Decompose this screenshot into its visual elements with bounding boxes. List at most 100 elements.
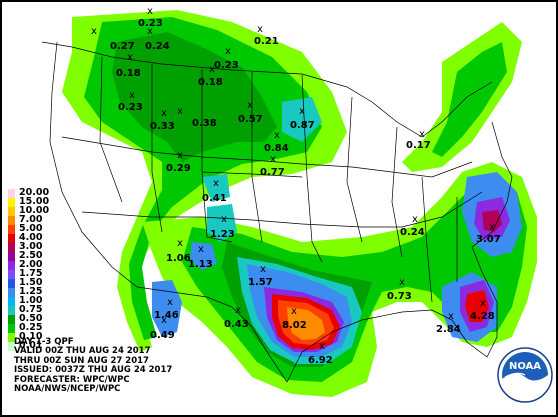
qpf-point-value: 0.18 bbox=[198, 77, 223, 88]
legend-swatch bbox=[8, 234, 15, 243]
qpf-point-marker: x bbox=[225, 46, 231, 57]
qpf-point-value: 0.27 bbox=[110, 41, 135, 52]
qpf-point-value: 0.24 bbox=[145, 41, 170, 52]
legend-row: 0.75 bbox=[6, 304, 66, 315]
legend-row: 1.50 bbox=[6, 278, 66, 288]
qpf-point-marker: x bbox=[147, 6, 153, 17]
qpf-point-marker: x bbox=[161, 108, 167, 119]
info-title: DAY 1-3 QPF bbox=[14, 337, 74, 347]
qpf-point-value: 0.18 bbox=[116, 68, 141, 79]
qpf-point-value: 0.41 bbox=[202, 193, 227, 204]
qpf-point-value: 0.23 bbox=[118, 102, 143, 113]
legend-swatch bbox=[8, 261, 15, 270]
qpf-value-labels: x0.23x0.27x0.24x0.21x0.18x0.23x0.18x0.23… bbox=[91, 6, 501, 366]
legend-row: 3.00 bbox=[6, 241, 66, 252]
legend-swatch bbox=[8, 324, 15, 333]
forecast-info: DAY 1-3 QPF VALID 00Z THU AUG 24 2017 TH… bbox=[14, 337, 173, 394]
legend-swatch bbox=[8, 189, 15, 198]
shade-ok-blue bbox=[207, 204, 237, 242]
legend-label: 0.50 bbox=[19, 313, 43, 324]
legend-swatch bbox=[8, 279, 15, 288]
legend-swatch bbox=[8, 198, 15, 207]
legend-row: 1.00 bbox=[6, 296, 66, 306]
qpf-point-marker: x bbox=[257, 24, 263, 35]
info-forecaster: FORECASTER: WPC/WPC bbox=[14, 374, 130, 385]
info-issued: ISSUED: 0037Z THU AUG 24 2017 bbox=[14, 365, 173, 376]
qpf-point-value: 1.46 bbox=[154, 310, 179, 321]
legend-swatch bbox=[8, 207, 15, 216]
legend: 20.00 15.00 10.00 7.00 5.00 4.00 3.00 2.50 2.00 1… bbox=[6, 187, 66, 351]
qpf-point-marker: x bbox=[198, 244, 204, 255]
qpf-point-value: 1.23 bbox=[210, 229, 235, 240]
legend-label: 2.00 bbox=[19, 259, 43, 270]
qpf-point-marker: x bbox=[399, 277, 405, 288]
qpf-point-marker: x bbox=[91, 26, 97, 37]
qpf-point-value: 0.29 bbox=[166, 163, 191, 174]
qpf-point-marker: x bbox=[489, 222, 495, 233]
legend-swatch bbox=[8, 306, 15, 315]
legend-swatch bbox=[8, 315, 15, 324]
qpf-point-marker: x bbox=[129, 90, 135, 101]
legend-row: 1.25 bbox=[6, 286, 66, 297]
legend-swatch bbox=[8, 252, 15, 261]
info-valid: VALID 00Z THU AUG 24 2017 bbox=[14, 346, 151, 357]
qpf-point-value: 0.17 bbox=[406, 140, 431, 151]
qpf-point-marker: x bbox=[448, 311, 454, 322]
legend-label: 1.75 bbox=[19, 268, 43, 279]
qpf-point-marker: x bbox=[247, 100, 253, 111]
qpf-point-value: 0.23 bbox=[138, 18, 163, 29]
legend-label: 0.75 bbox=[19, 304, 43, 315]
info-agency: NOAA/NWS/NCEP/WPC bbox=[14, 383, 121, 394]
legend-swatch bbox=[8, 297, 15, 306]
qpf-point-marker: x bbox=[177, 150, 183, 161]
boundaries bbox=[41, 41, 513, 383]
qpf-point-marker: x bbox=[177, 238, 183, 249]
legend-row: 0.25 bbox=[6, 322, 66, 333]
legend-row: 0.01 bbox=[6, 340, 66, 351]
qpf-point-marker: x bbox=[221, 214, 227, 225]
qpf-point-marker: x bbox=[412, 214, 418, 225]
legend-label: 20.00 bbox=[19, 187, 50, 198]
qpf-point-marker: x bbox=[270, 154, 276, 165]
shade-harvey-7.00 bbox=[287, 307, 325, 340]
qpf-point-value: 2.84 bbox=[436, 324, 461, 335]
legend-row: 5.00 bbox=[6, 224, 66, 234]
legend-label: 1.25 bbox=[19, 286, 43, 297]
qpf-point-marker: x bbox=[419, 129, 425, 140]
qpf-point-value: 0.57 bbox=[238, 114, 263, 125]
qpf-point-marker: x bbox=[291, 306, 297, 317]
legend-row: 4.00 bbox=[6, 232, 66, 243]
legend-label: 7.00 bbox=[19, 214, 43, 225]
legend-swatch bbox=[8, 270, 15, 279]
qpf-point-value: 0.24 bbox=[400, 227, 425, 238]
legend-row: 2.50 bbox=[6, 250, 66, 261]
legend-swatch bbox=[8, 225, 15, 234]
qpf-point-value: 0.23 bbox=[214, 60, 239, 71]
qpf-point-value: 4.28 bbox=[470, 311, 495, 322]
qpf-point-value: 0.87 bbox=[290, 120, 315, 131]
shade-nm-blue bbox=[190, 242, 217, 270]
qpf-point-marker: x bbox=[480, 298, 486, 309]
shade-rockies-blue bbox=[202, 174, 230, 202]
legend-label: 0.01 bbox=[19, 340, 43, 351]
legend-label: 4.00 bbox=[19, 232, 43, 243]
legend-label: 2.50 bbox=[19, 250, 43, 261]
legend-row: 2.00 bbox=[6, 259, 66, 270]
qpf-point-marker: x bbox=[235, 305, 241, 316]
qpf-point-value: 0.33 bbox=[150, 121, 175, 132]
legend-swatch bbox=[8, 342, 15, 351]
qpf-point-value: 6.92 bbox=[308, 355, 333, 366]
info-thru: THRU 00Z SUN AUG 27 2017 bbox=[14, 355, 149, 366]
legend-label: 10.00 bbox=[19, 205, 50, 216]
qpf-point-value: 8.02 bbox=[282, 320, 307, 331]
legend-label: 0.25 bbox=[19, 322, 43, 333]
legend-label: 15.00 bbox=[19, 196, 50, 207]
qpf-point-marker: x bbox=[147, 26, 153, 37]
qpf-point-marker: x bbox=[127, 52, 133, 63]
qpf-point-value: 0.38 bbox=[192, 118, 217, 129]
legend-label: 3.00 bbox=[19, 241, 43, 252]
qpf-point-marker: x bbox=[177, 106, 183, 117]
shade-northeast-mid bbox=[432, 42, 507, 157]
qpf-point-value: 0.73 bbox=[387, 291, 412, 302]
